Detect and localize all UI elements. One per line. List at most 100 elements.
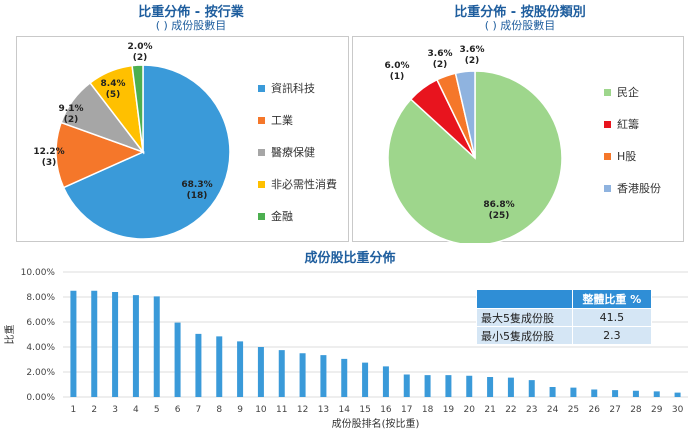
pie-slice-count-label: (5)	[106, 90, 121, 100]
x-tick-label: 1	[71, 405, 77, 415]
x-tick-label: 7	[196, 405, 202, 415]
x-tick-label: 10	[255, 405, 267, 415]
y-tick-label: 10.00%	[21, 268, 56, 278]
legend-item: 資訊科技	[258, 80, 315, 96]
pie-slice-percent-label: 68.3%	[181, 180, 212, 190]
pie-slice-2	[55, 121, 146, 189]
x-tick-label: 11	[276, 405, 287, 415]
legend-label: 醫療保健	[271, 146, 315, 159]
bar-5	[153, 296, 160, 397]
pie-slice-count-label: (2)	[465, 56, 480, 66]
x-tick-label: 13	[318, 405, 329, 415]
legend-item: 紅籌	[604, 116, 639, 132]
x-tick-label: 17	[401, 405, 412, 415]
x-tick-label: 8	[216, 405, 222, 415]
x-tick-label: 18	[422, 405, 434, 415]
bar-7	[195, 333, 202, 397]
y-tick-label: 4.00%	[26, 343, 55, 353]
share-type-pie-panel: 86.8% (25) 6.0% (1) 3.6% (2) 3.6% (2)	[352, 36, 684, 246]
summary-table: 整體比重 % 最大5隻成份股 41.5 最小5隻成份股 2.3	[476, 289, 653, 345]
legend-label: 資訊科技	[271, 82, 315, 95]
summary-row-value: 41.5	[571, 308, 653, 327]
bar-29	[653, 391, 660, 397]
pie1-subtitle: ( ) 成份股數目	[155, 19, 227, 32]
legend-swatch	[258, 148, 265, 156]
bar-9	[237, 341, 244, 397]
pie-slice-percent-label: 86.8%	[483, 200, 514, 210]
legend-swatch	[258, 212, 265, 220]
pie-slice-percent-label: 12.2%	[33, 147, 64, 157]
x-tick-label: 30	[672, 405, 684, 415]
x-tick-label: 24	[547, 405, 559, 415]
pie-slice-count-label: (25)	[489, 211, 510, 221]
y-tick-label: 2.00%	[26, 368, 55, 378]
pie-slice-percent-label: 8.4%	[101, 79, 126, 89]
bar-23	[528, 380, 535, 397]
legend-label: 非必需性消費	[271, 178, 337, 191]
bar-28	[632, 390, 639, 397]
pie-slice-count-label: (3)	[42, 158, 57, 168]
summary-header-weight: 整體比重 %	[571, 289, 653, 309]
pie-slice-percent-label: 3.6%	[460, 45, 485, 55]
pie-slice-4	[454, 70, 476, 159]
bar-10	[257, 347, 264, 397]
pie-slice-1	[62, 64, 231, 240]
bar-3	[112, 292, 119, 397]
legend-swatch	[604, 120, 611, 128]
pie-slice-count-label: (18)	[187, 191, 208, 201]
legend-label: 民企	[617, 86, 639, 99]
x-tick-label: 16	[380, 405, 392, 415]
bar-title: 成份股比重分佈	[304, 251, 396, 266]
y-axis-label: 比重	[3, 325, 16, 345]
x-tick-label: 23	[526, 405, 537, 415]
x-tick-label: 12	[297, 405, 308, 415]
pie1-title: 比重分佈 - 按行業	[138, 5, 244, 20]
bar-11	[278, 350, 285, 397]
pie2-title: 比重分佈 - 按股份類別	[454, 5, 586, 20]
bar-18	[424, 375, 431, 397]
legend-item: 醫療保健	[258, 144, 315, 160]
bar-4	[132, 295, 139, 397]
legend-item: 工業	[258, 112, 293, 128]
legend-item: 非必需性消費	[258, 176, 337, 192]
bar-1	[70, 290, 77, 397]
legend-item: 香港股份	[604, 180, 661, 196]
bar-6	[174, 322, 181, 397]
pie-slice-count-label: (2)	[64, 115, 79, 125]
bar-15	[362, 362, 369, 397]
pie-slice-count-label: (2)	[133, 53, 148, 63]
pie-slice-percent-label: 2.0%	[128, 42, 153, 52]
table-row: 最小5隻成份股 2.3	[476, 326, 653, 345]
x-axis-label: 成份股排名(按比重)	[332, 417, 420, 430]
summary-row-label: 最大5隻成份股	[476, 308, 573, 327]
x-tick-label: 28	[630, 405, 642, 415]
legend-item: 民企	[604, 84, 639, 100]
pie-slice-percent-label: 6.0%	[385, 61, 410, 71]
share-type-pie-chart: 86.8%(25)6.0%(1)3.6%(2)3.6%(2)	[385, 45, 563, 246]
pie-slice-5	[131, 64, 144, 153]
x-tick-label: 9	[237, 405, 243, 415]
y-tick-label: 6.00%	[26, 318, 55, 328]
legend-item: 金融	[258, 208, 293, 224]
bar-22	[507, 377, 514, 397]
weight-bar-chart: 0.00%2.00%4.00%6.00%8.00%10.00%比重1 2 3 4 5 6 7…	[3, 268, 688, 430]
summary-header-blank	[476, 289, 573, 309]
x-tick-label: 6	[175, 405, 181, 415]
summary-row-value: 2.3	[571, 326, 653, 345]
legend-swatch	[604, 152, 611, 160]
y-tick-label: 0.00%	[26, 393, 55, 403]
legend-swatch	[258, 116, 265, 124]
x-tick-label: 27	[609, 405, 620, 415]
x-tick-label: 5	[154, 405, 160, 415]
legend-label: H股	[617, 150, 637, 163]
x-tick-label: 22	[505, 405, 516, 415]
x-tick-label: 19	[443, 405, 455, 415]
x-tick-label: 4	[133, 405, 139, 415]
legend-swatch	[604, 88, 611, 96]
bar-2	[91, 290, 98, 397]
bar-12	[299, 353, 306, 397]
bar-19	[445, 375, 452, 397]
legend-label: 香港股份	[617, 182, 661, 195]
x-tick-label: 21	[484, 405, 495, 415]
legend-label: 紅籌	[617, 118, 639, 131]
